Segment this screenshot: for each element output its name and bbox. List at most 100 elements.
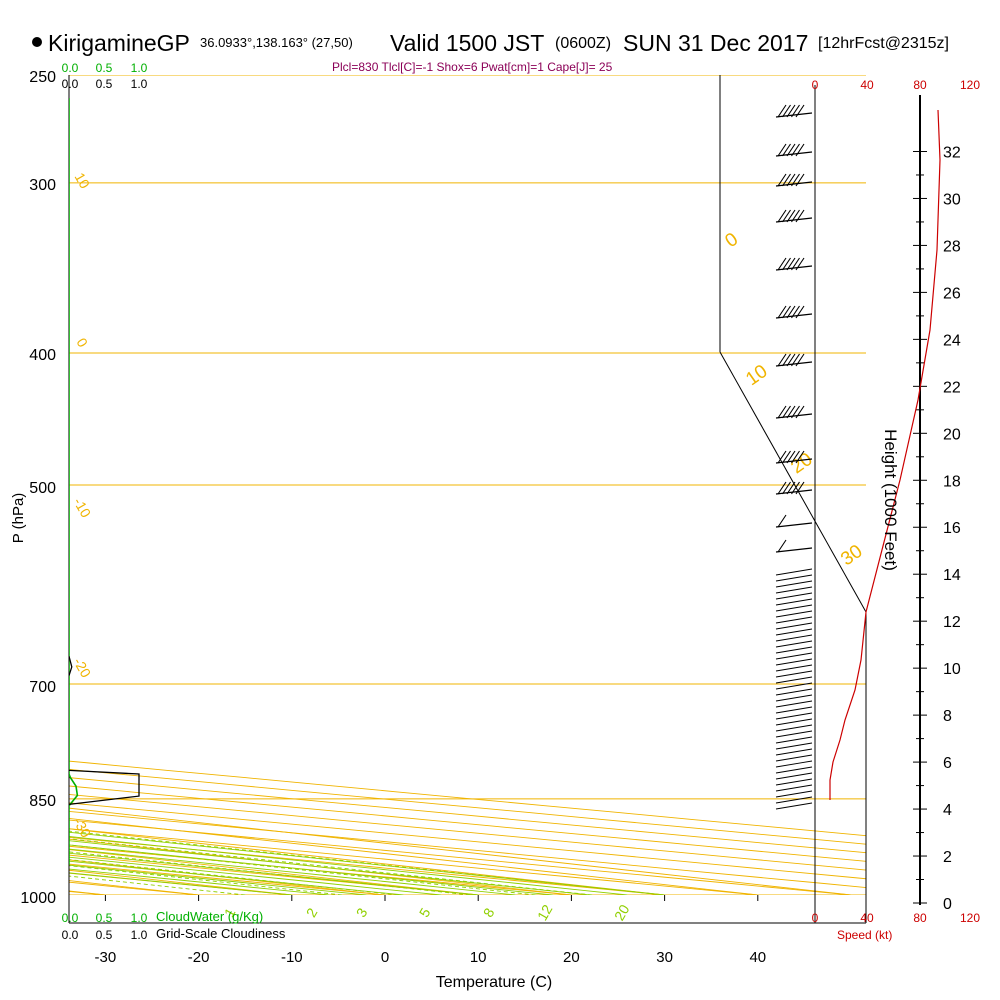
- wind-barb: [775, 104, 813, 118]
- wind-barb-staff: [775, 760, 813, 768]
- wind-barb-staff: [775, 796, 813, 804]
- x-tick-label: -20: [188, 949, 210, 966]
- wind-barb-flag: [786, 305, 796, 319]
- wind-barb-staff: [775, 622, 813, 630]
- height-tick-label: 6: [943, 755, 952, 772]
- wind-barb-flag: [777, 143, 787, 157]
- height-tick-label: 10: [943, 661, 961, 678]
- wind-barb-flag: [795, 450, 805, 464]
- height-tick-label: 14: [943, 567, 961, 584]
- height-tick-label: 4: [943, 802, 952, 819]
- wind-barb-staff: [775, 724, 813, 732]
- wind-barb-flag: [777, 481, 787, 495]
- wind-barb-staff: [775, 706, 813, 714]
- wind-barb-flag: [777, 305, 787, 319]
- x-axis-title: Temperature (C): [436, 974, 552, 991]
- height-tick-label: 22: [943, 379, 961, 396]
- wind-barb-flag: [777, 104, 787, 118]
- wind-barb-staff: [775, 718, 813, 726]
- wind-barb-flag: [791, 481, 800, 495]
- station-coords: 36.0933°,138.163° (27,50): [200, 35, 353, 50]
- height-tick-label: 12: [943, 614, 961, 631]
- wind-speed-profile: [829, 109, 941, 800]
- wind-barb-staff: [775, 736, 813, 744]
- pressure-tick-label: 700: [29, 679, 56, 696]
- pressure-tick-label: 1000: [20, 890, 56, 907]
- wind-barb-flag: [795, 209, 805, 223]
- cloud-water-tick-bottom: 1.0: [131, 911, 148, 925]
- dry-adiabat-line: [69, 768, 866, 845]
- wind-barb-flag: [782, 450, 791, 464]
- valid-date: SUN 31 Dec 2017: [623, 30, 808, 56]
- valid-time: Valid 1500 JST: [390, 30, 544, 56]
- speed-tick-bottom: 120: [960, 911, 980, 925]
- wind-barb-flag: [791, 450, 800, 464]
- wind-barb: [775, 173, 813, 187]
- cloud-water-tick-top: 0.0: [62, 61, 79, 75]
- pressure-tick-label: 850: [29, 793, 56, 810]
- wind-barbs: [775, 104, 813, 810]
- wind-barb-flag: [782, 173, 791, 187]
- wind-barb-staff: [775, 640, 813, 648]
- height-tick-label: 28: [943, 238, 961, 255]
- height-tick-label: 32: [943, 144, 961, 161]
- wind-barb-staff: [775, 646, 813, 654]
- wind-barb-flag: [782, 104, 791, 118]
- wind-barb-staff: [775, 598, 813, 606]
- wind-barb-staff: [775, 634, 813, 642]
- wind-barb-flag: [777, 450, 787, 464]
- x-tick-label: 20: [563, 949, 580, 966]
- wind-barb-staff: [775, 547, 813, 553]
- cloud-water-tick-top: 0.5: [96, 61, 113, 75]
- wind-barb-staff: [775, 766, 813, 774]
- wind-barb-flag: [777, 173, 787, 187]
- wind-barb-staff: [775, 802, 813, 810]
- wind-barb-staff: [775, 112, 813, 118]
- wind-barb-flag: [791, 209, 800, 223]
- cloudiness-tick-bottom: 1.0: [131, 928, 148, 942]
- y-axis-title: P (hPa): [10, 493, 27, 544]
- wind-barb-flag: [777, 514, 787, 528]
- wind-barb-staff: [775, 772, 813, 780]
- wind-barb-staff: [775, 682, 813, 690]
- speed-tick-top: 120: [960, 78, 980, 92]
- wind-barb-staff: [775, 522, 813, 528]
- wind-barb-flag: [777, 353, 787, 367]
- wind-barb-flag: [795, 481, 805, 495]
- dry-adiabat-line: [69, 810, 866, 889]
- height-tick-label: 2: [943, 849, 952, 866]
- pressure-tick-label: 500: [29, 480, 56, 497]
- wind-barb: [775, 405, 813, 419]
- height-tick-label: 20: [943, 426, 961, 443]
- dry-adiabat-line: [69, 802, 866, 880]
- wind-barb-flag: [777, 257, 787, 271]
- wind-barb-flag: [791, 353, 800, 367]
- mixing-ratio-label: 20: [611, 902, 633, 924]
- speed-tick-bottom: 40: [860, 911, 874, 925]
- valid-zulu: (0600Z): [555, 35, 611, 52]
- wind-barb-staff: [775, 580, 813, 588]
- wind-barb-flag: [786, 143, 796, 157]
- wind-barb-flag: [795, 353, 805, 367]
- height-tick-label: 24: [943, 332, 961, 349]
- wind-barb: [775, 257, 813, 271]
- wind-barb-flag: [786, 173, 796, 187]
- wind-barb-staff: [775, 151, 813, 157]
- wind-barb: [775, 353, 813, 367]
- mixing-ratio-label: 12: [534, 902, 556, 924]
- cloud-water-profile: [69, 98, 79, 865]
- speed-tick-top: 0: [812, 78, 819, 92]
- wind-barb-staff: [775, 664, 813, 672]
- wind-barb-flag: [791, 173, 800, 187]
- wind-barb-flag: [782, 209, 791, 223]
- wind-barb-flag: [795, 104, 805, 118]
- wind-barb-staff: [775, 688, 813, 696]
- pressure-tick-label: 250: [29, 69, 56, 86]
- wind-barb: [775, 305, 813, 319]
- wind-barb-flag: [795, 305, 805, 319]
- pressure-tick-label: 400: [29, 347, 56, 364]
- speed-tick-top: 80: [913, 78, 927, 92]
